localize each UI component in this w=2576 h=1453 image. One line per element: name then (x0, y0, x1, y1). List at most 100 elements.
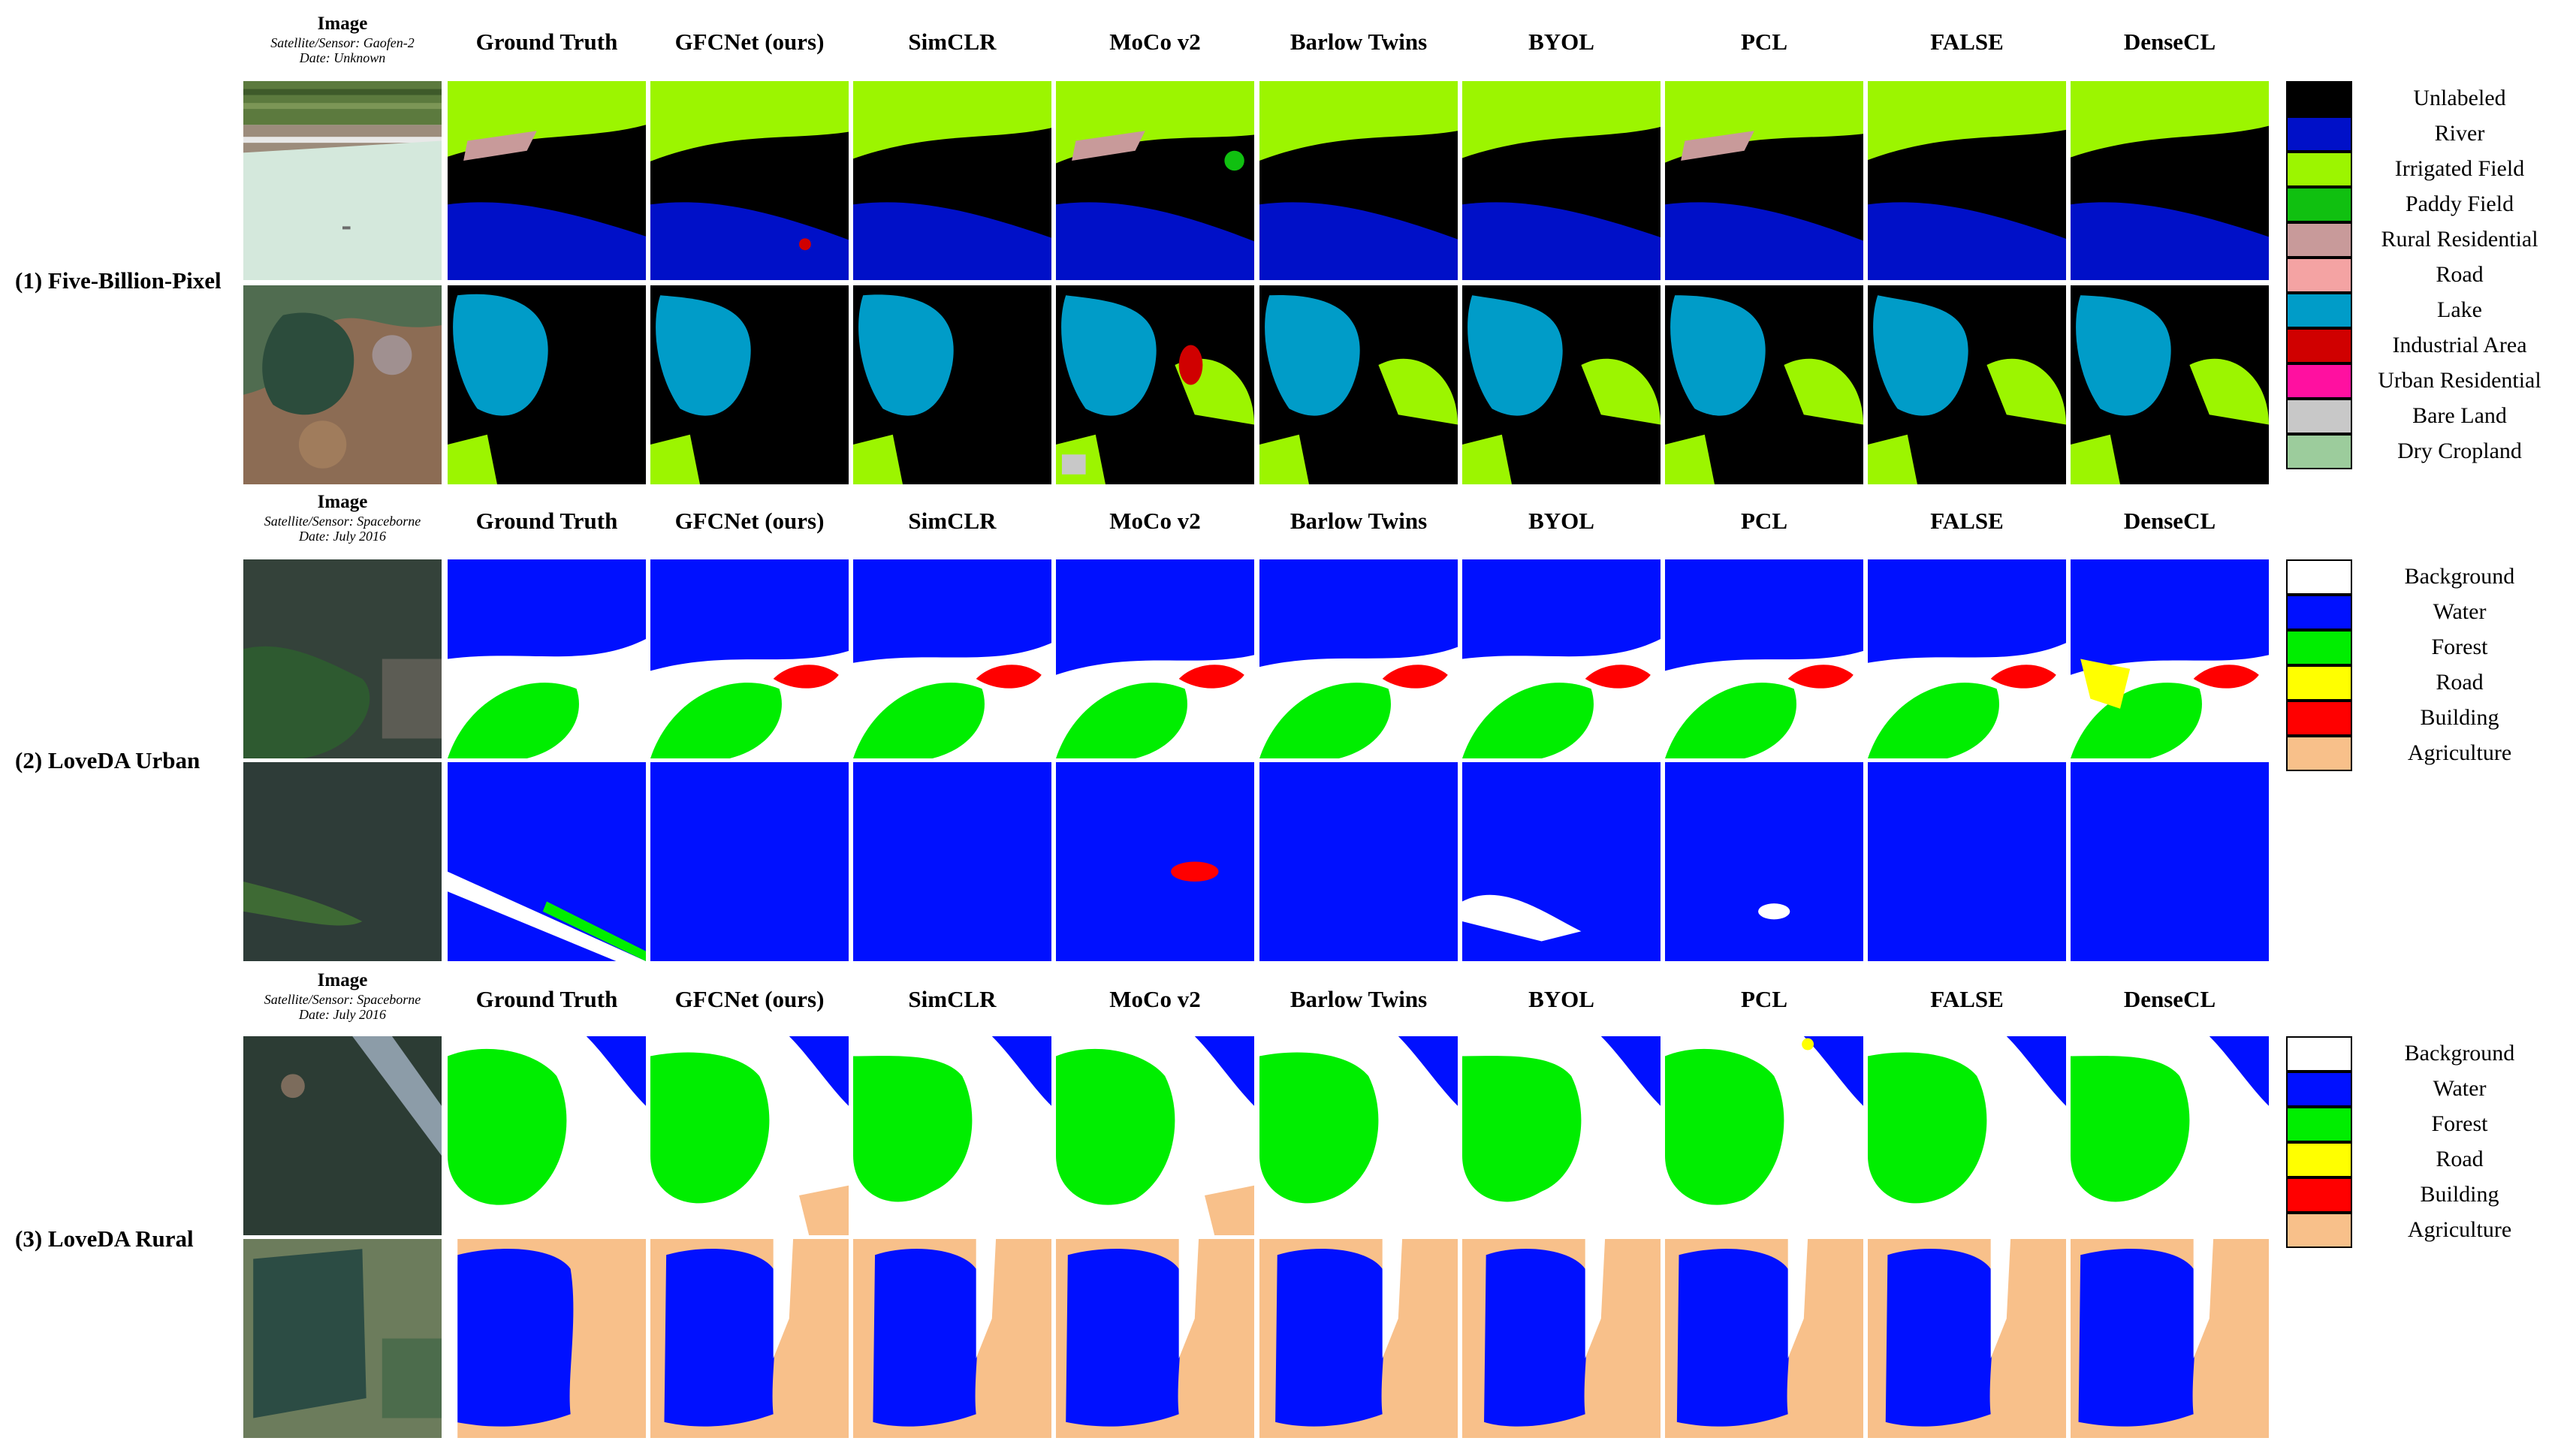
legend-swatch (2286, 222, 2352, 258)
segmentation-map (1259, 285, 1458, 484)
legend-swatch (2286, 1142, 2352, 1177)
legend-label: Unlabeled (2413, 86, 2506, 110)
segmentation-map (1462, 762, 1661, 961)
segmentation-map (1665, 762, 1863, 961)
segmentation-map (2071, 559, 2269, 758)
image-header-urban: Image Satellite/Sensor: Spaceborne Date:… (243, 492, 442, 544)
segmentation-map (1462, 81, 1661, 280)
legend-label: Forest (2431, 635, 2488, 659)
segmentation-map (650, 1036, 849, 1235)
column-header: BYOL (1528, 986, 1594, 1012)
legend-swatch (2286, 187, 2352, 222)
segmentation-map (853, 1036, 1051, 1235)
segmentation-map (853, 559, 1051, 758)
satellite-image (243, 1239, 442, 1438)
legend-swatch (2286, 116, 2352, 152)
satellite-image (243, 1036, 442, 1235)
column-header: Ground Truth (475, 508, 618, 534)
column-header: SimCLR (908, 29, 997, 55)
segmentation-map (1462, 285, 1661, 484)
legend-label: Road (2436, 670, 2484, 695)
segmentation-map (1868, 762, 2066, 961)
segmentation-map (1868, 81, 2066, 280)
column-header: PCL (1741, 508, 1787, 534)
section-label-loveda-rural: (3) LoveDA Rural (15, 1225, 194, 1252)
legend-swatch (2286, 363, 2352, 399)
segmentation-map (2071, 285, 2269, 484)
column-header: Barlow Twins (1290, 986, 1428, 1012)
legend-label: Urban Residential (2378, 368, 2541, 393)
legend-swatch (2286, 665, 2352, 701)
legend-swatch (2286, 1177, 2352, 1213)
legend-label: Building (2420, 705, 2499, 730)
segmentation-map (448, 559, 646, 758)
image-header-date: Date: July 2016 (299, 529, 386, 544)
legend-swatch (2286, 434, 2352, 469)
section-label-loveda-urban: (2) LoveDA Urban (15, 747, 201, 773)
legend-label: Background (2404, 564, 2515, 589)
segmentation-map (853, 285, 1051, 484)
segmentation-map (853, 1239, 1051, 1438)
column-header: GFCNet (ours) (674, 508, 825, 534)
column-header: Barlow Twins (1290, 508, 1428, 534)
segmentation-map (1259, 1239, 1458, 1438)
segmentation-map (1665, 1239, 1863, 1438)
legend-label: Forest (2431, 1111, 2488, 1136)
legend-label: Water (2433, 599, 2487, 624)
image-header-date: Date: Unknown (299, 50, 386, 66)
column-header: BYOL (1528, 508, 1594, 534)
segmentation-map (448, 762, 646, 961)
segmentation-map (1259, 1036, 1458, 1235)
column-header: MoCo v2 (1109, 986, 1201, 1012)
segmentation-map (1665, 81, 1863, 280)
column-header: GFCNet (ours) (674, 29, 825, 55)
segmentation-map (1868, 285, 2066, 484)
column-header: BYOL (1528, 29, 1594, 55)
legend-swatch (2286, 736, 2352, 771)
satellite-image (243, 285, 442, 484)
satellite-image (243, 81, 442, 280)
column-header: Ground Truth (475, 29, 618, 55)
segmentation-map (1665, 559, 1863, 758)
legend-swatch (2286, 595, 2352, 630)
legend-label: Building (2420, 1182, 2499, 1207)
image-header-rural: Image Satellite/Sensor: Spaceborne Date:… (243, 970, 442, 1023)
column-header: Ground Truth (475, 986, 618, 1012)
segmentation-map (1665, 1036, 1863, 1235)
legend-label: Dry Cropland (2397, 439, 2522, 463)
column-header: DenseCL (2123, 508, 2216, 534)
legend-label: Agriculture (2407, 740, 2512, 765)
column-header: MoCo v2 (1109, 508, 1201, 534)
column-header: PCL (1741, 29, 1787, 55)
segmentation-map (2071, 762, 2269, 961)
column-header: FALSE (1930, 508, 2004, 534)
segmentation-map (448, 285, 646, 484)
segmentation-map (1056, 559, 1254, 758)
image-header-title: Image (317, 492, 368, 512)
segmentation-map (1868, 1036, 2066, 1235)
segmentation-map (1462, 1036, 1661, 1235)
column-header: PCL (1741, 986, 1787, 1012)
segmentation-map (1259, 762, 1458, 961)
column-header: GFCNet (ours) (674, 986, 825, 1012)
legend-label: Background (2404, 1041, 2515, 1066)
segmentation-map (1259, 81, 1458, 280)
segmentation-map (1868, 1239, 2066, 1438)
segmentation-map (1665, 285, 1863, 484)
segmentation-map (1056, 1239, 1254, 1438)
legend-swatch (2286, 1107, 2352, 1142)
segmentation-map (448, 1239, 646, 1438)
section-label-fbp: (1) Five-Billion-Pixel (15, 267, 222, 294)
segmentation-map (2071, 81, 2269, 280)
legend-label: Agriculture (2407, 1217, 2512, 1242)
satellite-image (243, 559, 442, 758)
segmentation-map (1868, 559, 2066, 758)
legend-label: Bare Land (2412, 403, 2507, 428)
legend-label: Water (2433, 1076, 2487, 1101)
legend-label: River (2434, 121, 2485, 146)
segmentation-map (650, 762, 849, 961)
legend-label: Industrial Area (2392, 333, 2527, 357)
legend-swatch (2286, 630, 2352, 665)
column-header: Barlow Twins (1290, 29, 1428, 55)
segmentation-map (1462, 559, 1661, 758)
